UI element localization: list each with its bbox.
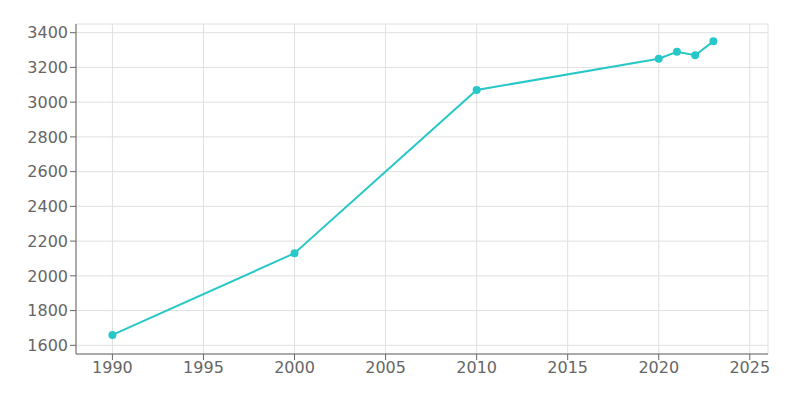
svg-text:2000: 2000 — [274, 358, 315, 377]
svg-text:2800: 2800 — [27, 128, 68, 147]
svg-text:3000: 3000 — [27, 93, 68, 112]
svg-text:1990: 1990 — [92, 358, 133, 377]
svg-text:2400: 2400 — [27, 197, 68, 216]
svg-text:2025: 2025 — [729, 358, 770, 377]
svg-text:3400: 3400 — [27, 23, 68, 42]
svg-text:2005: 2005 — [365, 358, 406, 377]
svg-text:1800: 1800 — [27, 301, 68, 320]
svg-text:2600: 2600 — [27, 162, 68, 181]
svg-text:2000: 2000 — [27, 267, 68, 286]
svg-text:2200: 2200 — [27, 232, 68, 251]
svg-text:2020: 2020 — [638, 358, 679, 377]
svg-text:3200: 3200 — [27, 58, 68, 77]
svg-text:2015: 2015 — [547, 358, 588, 377]
svg-text:1995: 1995 — [183, 358, 224, 377]
svg-text:1600: 1600 — [27, 336, 68, 355]
svg-text:2010: 2010 — [456, 358, 497, 377]
